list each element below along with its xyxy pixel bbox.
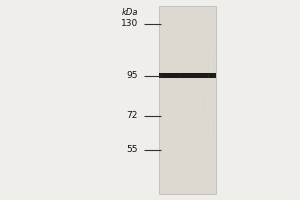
Bar [159,6,216,194]
Text: 130: 130 [121,20,138,28]
Text: 55: 55 [127,146,138,154]
Bar [159,73,216,78]
Bar [159,73,216,78]
Text: 95: 95 [127,72,138,80]
Text: kDa: kDa [122,8,138,17]
Text: 72: 72 [127,112,138,120]
